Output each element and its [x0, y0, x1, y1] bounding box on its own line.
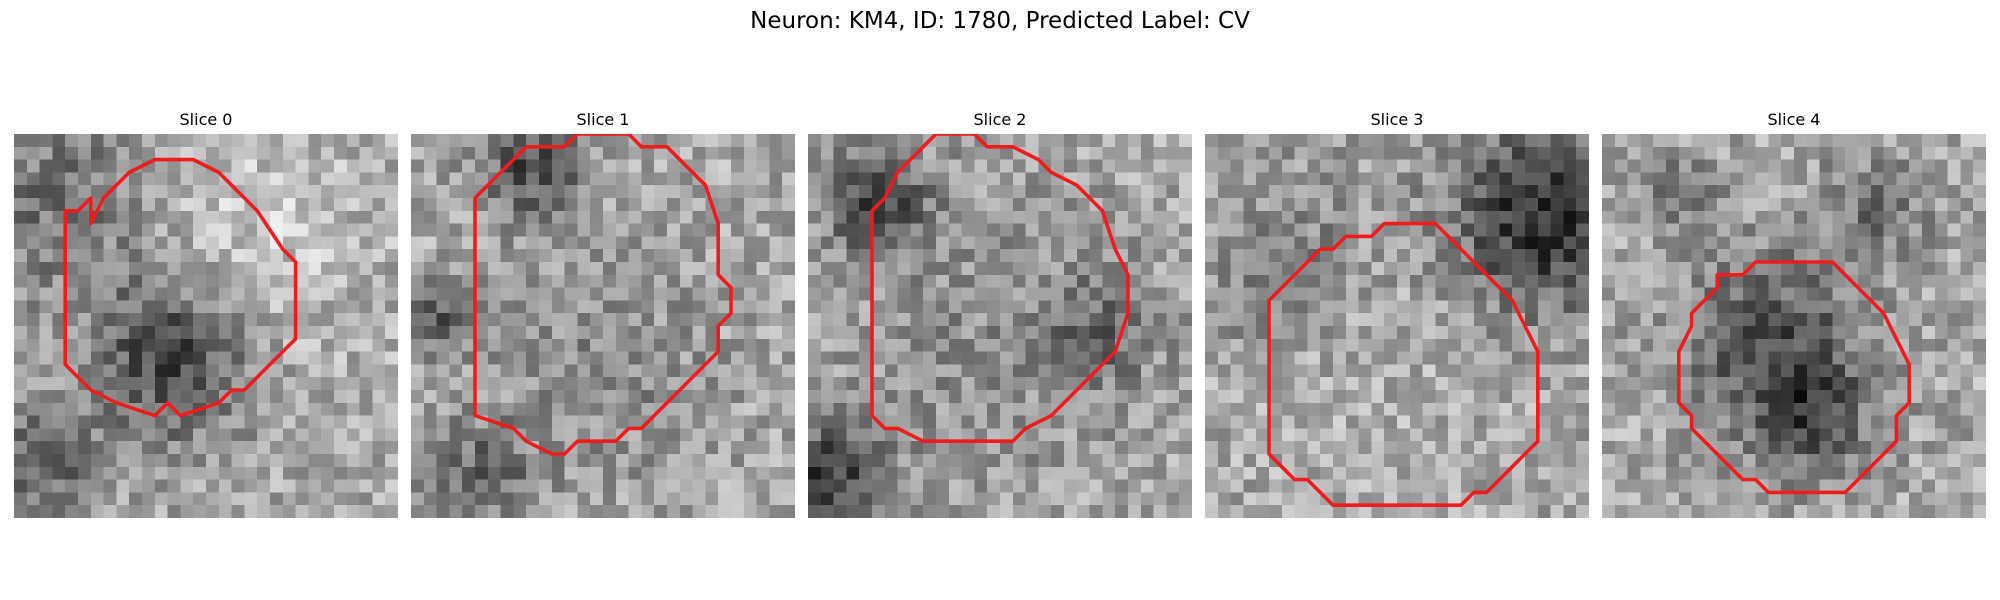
pixel-grid [411, 134, 795, 518]
pixel-grid [1205, 134, 1589, 518]
slice-image [411, 134, 795, 518]
slice-panel-1: Slice 1 [411, 110, 795, 518]
slice-panel-0: Slice 0 [14, 110, 398, 518]
pixel-grid [14, 134, 398, 518]
slice-panel-2: Slice 2 [808, 110, 1192, 518]
slice-panel-4: Slice 4 [1602, 110, 1986, 518]
slice-title: Slice 3 [1370, 110, 1424, 129]
segmentation-contour [870, 134, 1130, 443]
segmentation-contour [473, 134, 733, 456]
slice-image [1205, 134, 1589, 518]
slice-title: Slice 2 [973, 110, 1027, 129]
slice-image [1602, 134, 1986, 518]
segmentation-contour [63, 157, 298, 418]
segmentation-contour [1267, 221, 1540, 507]
slice-panel-3: Slice 3 [1205, 110, 1589, 518]
slice-image [808, 134, 1192, 518]
slice-image [14, 134, 398, 518]
segmentation-contour [1677, 260, 1911, 495]
slice-title: Slice 4 [1767, 110, 1821, 129]
figure-title: Neuron: KM4, ID: 1780, Predicted Label: … [750, 8, 1250, 34]
pixel-grid [1602, 134, 1986, 518]
slice-title: Slice 1 [576, 110, 630, 129]
pixel-grid [808, 134, 1192, 518]
slice-title: Slice 0 [179, 110, 233, 129]
